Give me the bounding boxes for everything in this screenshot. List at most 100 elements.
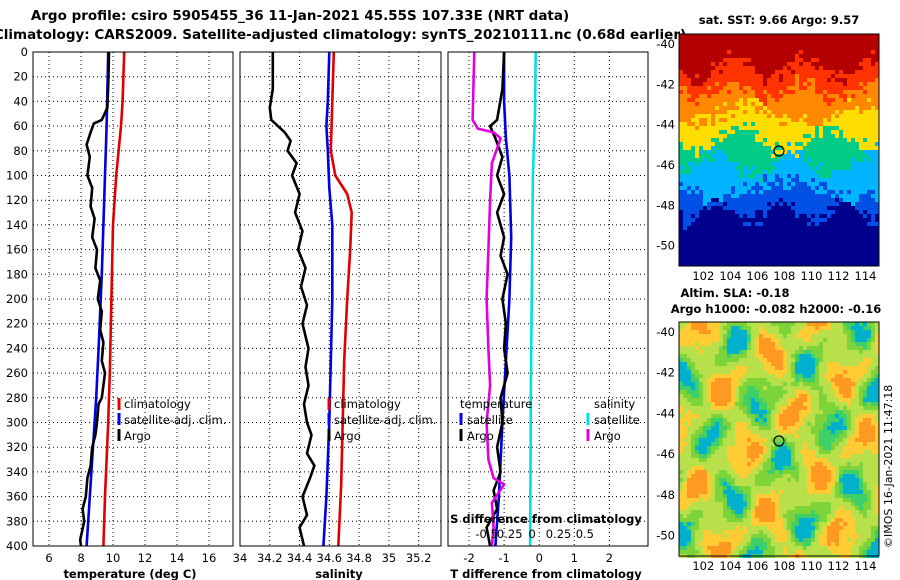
map-cell <box>875 258 879 262</box>
map-cell <box>755 78 759 82</box>
map-cell <box>775 198 779 202</box>
map-cell <box>679 462 683 466</box>
map-cell <box>787 226 791 230</box>
map-cell <box>767 438 771 442</box>
map-cell <box>843 458 847 462</box>
map-cell <box>843 338 847 342</box>
map-cell <box>791 150 795 154</box>
s-diff-tick-0: 0 <box>529 527 536 541</box>
map-cell <box>719 250 723 254</box>
map-cell <box>795 134 799 138</box>
map-cell <box>783 414 787 418</box>
map-cell <box>815 58 819 62</box>
map-cell <box>687 82 691 86</box>
map-cell <box>819 446 823 450</box>
map-cell <box>711 146 715 150</box>
map-cell <box>859 250 863 254</box>
map-cell <box>707 418 711 422</box>
map-cell <box>743 54 747 58</box>
map-cell <box>775 146 779 150</box>
map-cell <box>799 466 803 470</box>
map-cell <box>727 178 731 182</box>
map-cell <box>731 170 735 174</box>
map-cell <box>855 438 859 442</box>
map-cell <box>819 226 823 230</box>
map-cell <box>827 70 831 74</box>
map-cell <box>875 330 879 334</box>
map-cell <box>815 342 819 346</box>
map-cell <box>867 90 871 94</box>
map-cell <box>819 206 823 210</box>
map-cell <box>679 134 683 138</box>
map-cell <box>699 426 703 430</box>
map-cell <box>711 34 715 38</box>
map-cell <box>727 370 731 374</box>
map-cell <box>807 214 811 218</box>
map-cell <box>719 470 723 474</box>
map-cell <box>763 194 767 198</box>
map-cell <box>783 154 787 158</box>
map-cell <box>751 386 755 390</box>
map-cell <box>679 106 683 110</box>
map-cell <box>867 34 871 38</box>
map-cell <box>703 390 707 394</box>
map-cell <box>719 230 723 234</box>
map-cell <box>859 134 863 138</box>
map-cell <box>683 382 687 386</box>
map-cell <box>799 214 803 218</box>
map-cell <box>767 226 771 230</box>
map-cell <box>715 202 719 206</box>
map-cell <box>799 322 803 326</box>
map-cell <box>871 322 875 326</box>
map-cell <box>743 82 747 86</box>
map-cell <box>703 174 707 178</box>
salinity-axis: 34 34.2 34.4 34.6 34.8 35 35.2 <box>233 551 432 565</box>
map-cell <box>715 454 719 458</box>
map-cell <box>787 242 791 246</box>
map-cell <box>799 78 803 82</box>
map-cell <box>815 462 819 466</box>
map-cell <box>763 226 767 230</box>
map-cell <box>847 398 851 402</box>
map-cell <box>839 34 843 38</box>
map-cell <box>771 366 775 370</box>
map-cell <box>799 334 803 338</box>
map-cell <box>855 434 859 438</box>
map-cell <box>799 326 803 330</box>
map-cell <box>799 402 803 406</box>
map-cell <box>811 442 815 446</box>
map-cell <box>695 250 699 254</box>
map-cell <box>767 50 771 54</box>
map-cell <box>719 46 723 50</box>
map-cell <box>803 438 807 442</box>
legend-label-s-satellite: satellite <box>594 413 640 427</box>
depth-tick-280: 280 <box>6 391 28 405</box>
map-cell <box>847 186 851 190</box>
map-cell <box>711 334 715 338</box>
map-cell <box>843 234 847 238</box>
map-cell <box>751 346 755 350</box>
map-cell <box>679 234 683 238</box>
map-cell <box>867 138 871 142</box>
map-cell <box>711 454 715 458</box>
map-cell <box>843 394 847 398</box>
map-cell <box>871 262 875 266</box>
map-cell <box>855 398 859 402</box>
map-cell <box>683 258 687 262</box>
map-cell <box>723 122 727 126</box>
map-cell <box>867 78 871 82</box>
map-cell <box>743 174 747 178</box>
map-cell <box>787 162 791 166</box>
map-cell <box>695 426 699 430</box>
map-cell <box>703 258 707 262</box>
map-cell <box>839 102 843 106</box>
map-cell <box>827 90 831 94</box>
map-cell <box>799 374 803 378</box>
map-cell <box>827 78 831 82</box>
map-cell <box>727 54 731 58</box>
map-cell <box>835 54 839 58</box>
map-cell <box>731 98 735 102</box>
map-cell <box>807 370 811 374</box>
map-cell <box>687 110 691 114</box>
map-cell <box>735 94 739 98</box>
